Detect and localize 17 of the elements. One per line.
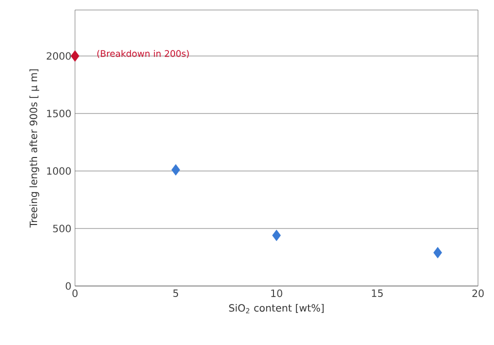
y-axis-title: Treeing length after 900s [ μ m] [29, 69, 40, 228]
y-tick-label: 2000 [46, 52, 71, 60]
x-tick-label: 0 [72, 290, 78, 298]
x-tick-label: 5 [173, 290, 178, 297]
point [272, 230, 281, 242]
point [433, 246, 442, 258]
point [70, 50, 80, 62]
point [171, 164, 180, 176]
x-tick-label: 10 [271, 290, 282, 298]
y-tick-label: 1500 [47, 110, 71, 118]
y-tick-label: 1000 [47, 167, 71, 175]
y-tick-label: 500 [53, 224, 71, 232]
x-tick-label: 15 [372, 290, 383, 297]
x-axis-title: SiO$_{2}$ content [wt%] [229, 304, 324, 314]
x-tick-label: 20 [472, 290, 484, 298]
y-tick-label: 0 [66, 282, 71, 290]
annotation: (Breakdown in 200s) [97, 50, 189, 58]
